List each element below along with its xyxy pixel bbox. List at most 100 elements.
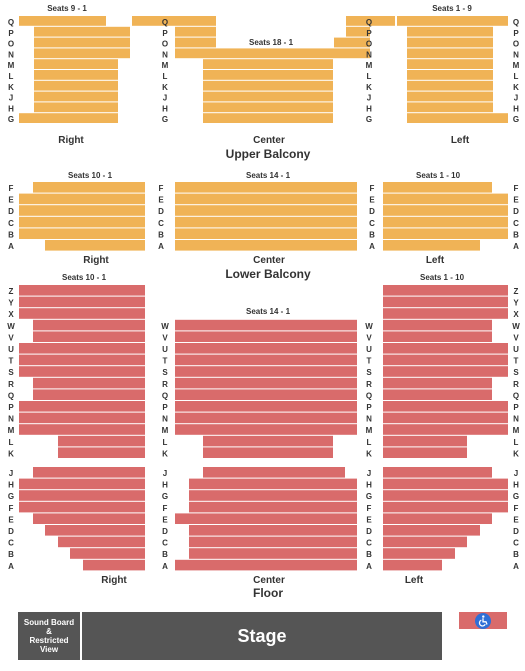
seat-row-block[interactable]: [189, 548, 357, 559]
seat-row-block[interactable]: [175, 354, 357, 366]
seat-row-block[interactable]: [70, 548, 145, 559]
seat-row-block[interactable]: [175, 228, 357, 239]
seat-row-block[interactable]: [19, 343, 145, 354]
seat-row-block[interactable]: [19, 412, 145, 424]
seat-row-block[interactable]: [346, 16, 395, 26]
seat-row-block[interactable]: [407, 80, 493, 91]
seat-row-block[interactable]: [19, 490, 145, 501]
seat-row-block[interactable]: [175, 240, 357, 251]
seat-row-block[interactable]: [34, 80, 118, 91]
seat-row-block[interactable]: [19, 205, 145, 216]
seat-row-block[interactable]: [132, 16, 216, 26]
seat-row-block[interactable]: [175, 377, 357, 389]
seat-row-block[interactable]: [407, 26, 493, 37]
seat-row-block[interactable]: [383, 319, 492, 331]
seat-row-block[interactable]: [34, 37, 130, 48]
seat-row-block[interactable]: [33, 182, 145, 193]
seat-row-block[interactable]: [19, 401, 145, 412]
seat-row-block[interactable]: [175, 366, 357, 377]
seat-row-block[interactable]: [175, 412, 357, 424]
seat-row-block[interactable]: [383, 490, 508, 501]
seat-row-block[interactable]: [175, 389, 357, 400]
seat-row-block[interactable]: [383, 285, 508, 296]
seat-row-block[interactable]: [175, 424, 357, 435]
seat-row-block[interactable]: [383, 377, 492, 389]
seat-row-block[interactable]: [383, 513, 492, 524]
seat-row-block[interactable]: [383, 548, 455, 559]
seat-row-block[interactable]: [19, 228, 145, 239]
seat-row-block[interactable]: [175, 37, 216, 48]
seat-row-block[interactable]: [34, 70, 118, 80]
seat-row-block[interactable]: [45, 525, 145, 536]
seat-row-block[interactable]: [175, 401, 357, 412]
seat-row-block[interactable]: [383, 389, 492, 400]
seat-row-block[interactable]: [33, 319, 145, 331]
seat-row-block[interactable]: [203, 113, 333, 123]
seat-row-block[interactable]: [407, 91, 493, 102]
seat-row-block[interactable]: [383, 308, 508, 319]
seat-row-block[interactable]: [19, 308, 145, 319]
seat-row-block[interactable]: [383, 467, 492, 478]
seat-row-block[interactable]: [19, 296, 145, 308]
seat-row-block[interactable]: [407, 37, 493, 48]
seat-row-block[interactable]: [383, 478, 508, 490]
seat-row-block[interactable]: [33, 331, 145, 342]
seat-row-block[interactable]: [175, 343, 357, 354]
seat-row-block[interactable]: [383, 501, 508, 513]
seat-row-block[interactable]: [45, 240, 145, 251]
seat-row-block[interactable]: [175, 205, 357, 216]
seat-row-block[interactable]: [407, 102, 493, 113]
seat-row-block[interactable]: [175, 319, 357, 331]
seat-row-block[interactable]: [34, 26, 130, 37]
seat-row-block[interactable]: [383, 401, 508, 412]
seat-row-block[interactable]: [407, 70, 493, 80]
seat-row-block[interactable]: [189, 501, 357, 513]
seat-row-block[interactable]: [203, 59, 333, 69]
seat-row-block[interactable]: [383, 354, 508, 366]
seat-row-block[interactable]: [175, 182, 357, 193]
seat-row-block[interactable]: [175, 26, 216, 37]
seat-row-block[interactable]: [189, 478, 357, 490]
seat-row-block[interactable]: [383, 193, 508, 205]
seat-row-block[interactable]: [19, 285, 145, 296]
seat-row-block[interactable]: [383, 447, 467, 458]
seat-row-block[interactable]: [19, 501, 145, 513]
seat-row-block[interactable]: [383, 366, 508, 377]
seat-row-block[interactable]: [33, 467, 145, 478]
seat-row-block[interactable]: [189, 536, 357, 548]
seat-row-block[interactable]: [58, 447, 145, 458]
seat-row-block[interactable]: [33, 377, 145, 389]
seat-row-block[interactable]: [175, 331, 357, 342]
seat-row-block[interactable]: [383, 240, 480, 251]
seat-row-block[interactable]: [407, 113, 508, 123]
seat-row-block[interactable]: [203, 80, 333, 91]
seat-row-block[interactable]: [58, 435, 145, 447]
seat-row-block[interactable]: [397, 16, 508, 26]
seat-row-block[interactable]: [383, 331, 492, 342]
seat-row-block[interactable]: [383, 424, 508, 435]
seat-row-block[interactable]: [203, 467, 345, 478]
seat-row-block[interactable]: [175, 216, 357, 228]
seat-row-block[interactable]: [383, 205, 508, 216]
seat-row-block[interactable]: [19, 113, 118, 123]
seat-row-block[interactable]: [203, 447, 333, 458]
seat-row-block[interactable]: [346, 26, 370, 37]
seat-row-block[interactable]: [83, 559, 145, 571]
seat-row-block[interactable]: [383, 536, 467, 548]
seat-row-block[interactable]: [383, 435, 467, 447]
seat-row-block[interactable]: [383, 216, 508, 228]
seat-row-block[interactable]: [189, 490, 357, 501]
seat-row-block[interactable]: [383, 343, 508, 354]
seat-row-block[interactable]: [33, 389, 145, 400]
seat-row-block[interactable]: [203, 91, 333, 102]
seat-row-block[interactable]: [383, 525, 480, 536]
seat-row-block[interactable]: [383, 559, 442, 571]
seat-row-block[interactable]: [19, 16, 106, 26]
seat-row-block[interactable]: [34, 48, 130, 59]
seat-row-block[interactable]: [175, 559, 357, 571]
seat-row-block[interactable]: [175, 193, 357, 205]
seat-row-block[interactable]: [407, 59, 493, 69]
seat-row-block[interactable]: [19, 354, 145, 366]
seat-row-block[interactable]: [19, 216, 145, 228]
wheelchair-seating[interactable]: [459, 612, 507, 629]
